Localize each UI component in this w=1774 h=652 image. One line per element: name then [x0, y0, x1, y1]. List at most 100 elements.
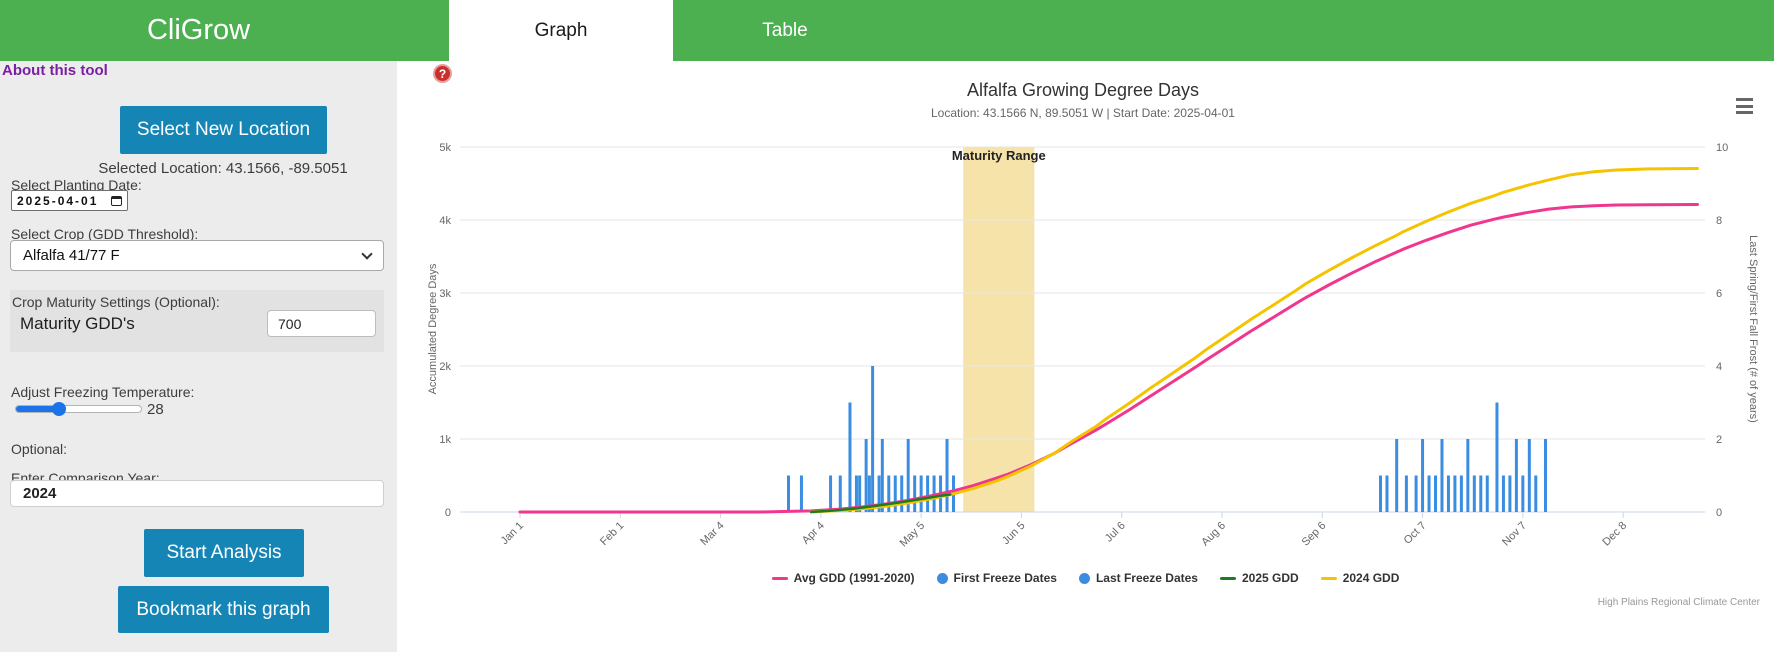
freeze-bar	[1466, 439, 1470, 512]
app-title: CliGrow	[146, 14, 251, 46]
x-axis-tick-label: Dec 8	[1600, 520, 1629, 549]
selected-location-text: Selected Location: 43.1566, -89.5051	[98, 160, 348, 177]
chart-subtitle: Location: 43.1566 N, 89.5051 W | Start D…	[931, 106, 1235, 120]
freeze-bar	[854, 475, 858, 512]
left-axis-tick-label: 4k	[439, 215, 451, 227]
freeze-bar	[1379, 475, 1383, 512]
crop-select[interactable]: Alfalfa 41/77 F	[10, 240, 384, 271]
right-axis-tick-label: 8	[1716, 215, 1722, 227]
right-axis-tick-label: 10	[1716, 142, 1728, 154]
legend-item-avg-gdd-1991-2020-[interactable]: Avg GDD (1991-2020)	[771, 571, 915, 585]
freezing-temp-label: Adjust Freezing Temperature:	[11, 384, 195, 400]
freeze-bar	[1508, 475, 1512, 512]
about-this-tool-link[interactable]: About this tool	[2, 62, 108, 79]
legend-circle-marker	[1078, 572, 1090, 584]
freeze-bar	[900, 475, 904, 512]
hamburger-bar	[1736, 104, 1753, 108]
freeze-bar	[871, 366, 875, 512]
left-axis-tick-label: 3k	[439, 288, 451, 300]
left-axis-tick-label: 5k	[439, 142, 451, 154]
freeze-bar	[858, 475, 862, 512]
freeze-bar	[919, 475, 923, 512]
right-axis-tick-label: 6	[1716, 288, 1722, 300]
chart-svg: Alfalfa Growing Degree Days Location: 43…	[427, 80, 1759, 550]
freeze-bar	[1495, 402, 1499, 512]
legend-label: 2025 GDD	[1241, 571, 1299, 585]
freeze-bar	[1543, 439, 1547, 512]
freeze-bar	[1395, 439, 1399, 512]
legend-label: First Freeze Dates	[953, 571, 1057, 585]
gdd-line	[809, 167, 1699, 514]
x-axis-tick-label: Jul 6	[1103, 520, 1128, 545]
x-axis-tick-label: Mar 4	[698, 520, 726, 548]
start-analysis-button[interactable]: Start Analysis	[144, 529, 304, 577]
freeze-bar	[838, 475, 842, 512]
freeze-bar	[1414, 475, 1418, 512]
freeze-bar	[799, 475, 803, 512]
chart-credits: High Plains Regional Climate Center	[1597, 597, 1760, 608]
x-axis-tick-label: Aug 6	[1199, 520, 1228, 549]
planting-date-input[interactable]: 2025-04-01	[11, 190, 128, 211]
freeze-bar	[906, 439, 910, 512]
calendar-icon[interactable]	[111, 195, 122, 206]
bookmark-graph-button[interactable]: Bookmark this graph	[118, 586, 329, 633]
tab-table[interactable]: Table	[673, 0, 897, 61]
select-new-location-button[interactable]: Select New Location	[120, 106, 327, 154]
left-axis-tick-label: 1k	[439, 434, 451, 446]
x-axis-tick-label: Apr 4	[800, 520, 827, 547]
chart-legend: Avg GDD (1991-2020) First Freeze Dates Las…	[397, 571, 1774, 585]
slider-thumb[interactable]	[52, 402, 66, 416]
sidebar: CliGrow About this tool Select New Locat…	[0, 0, 397, 652]
freeze-bar	[1404, 475, 1408, 512]
x-axis-tick-label: Jan 1	[499, 520, 527, 548]
freeze-bar	[1440, 439, 1444, 512]
x-axis-tick-label: May 5	[898, 520, 928, 550]
planting-date-label: Select Planting Date:	[11, 177, 142, 193]
app-header: CliGrow	[0, 0, 397, 61]
legend-item-2025-gdd[interactable]: 2025 GDD	[1219, 571, 1299, 585]
freezing-temp-slider[interactable]	[15, 402, 142, 416]
maturity-gdd-input[interactable]	[267, 310, 376, 337]
optional-label: Optional:	[11, 441, 68, 457]
right-axis-tick-label: 0	[1716, 507, 1722, 519]
freeze-bar	[1501, 475, 1505, 512]
x-axis-tick-label: Feb 1	[598, 520, 626, 548]
chart-menu-icon[interactable]	[1736, 98, 1753, 114]
freeze-bar	[1472, 475, 1476, 512]
freeze-bar	[864, 439, 868, 512]
chart-container: ? Alfalfa Growing Degree Days Location: …	[397, 61, 1774, 652]
gdd-line	[809, 493, 952, 514]
crop-select-label: Select Crop (GDD Threshold):	[11, 226, 199, 242]
right-axis-title: Last Spring/First Fall Frost (# of years…	[1747, 235, 1759, 423]
main-area: Graph Table ? Alfalfa Growing Degree Day…	[397, 0, 1774, 652]
freeze-bar	[877, 475, 881, 512]
freeze-bar	[1534, 475, 1538, 512]
maturity-gdd-label: Maturity GDD's	[20, 314, 135, 333]
legend-item-last-freeze-dates[interactable]: Last Freeze Dates	[1078, 571, 1198, 585]
freeze-bar	[787, 475, 791, 512]
freeze-bar	[1434, 475, 1438, 512]
freeze-bar	[848, 402, 852, 512]
crop-select-value: Alfalfa 41/77 F	[23, 247, 120, 264]
freeze-bar	[1427, 475, 1431, 512]
slider-fill	[16, 406, 59, 412]
chart-title: Alfalfa Growing Degree Days	[967, 80, 1199, 100]
hamburger-bar	[1736, 111, 1753, 114]
freeze-bar	[1479, 475, 1483, 512]
legend-line-marker	[1320, 576, 1337, 580]
legend-item-first-freeze-dates[interactable]: First Freeze Dates	[936, 571, 1057, 585]
maturity-band-label: Maturity Range	[952, 148, 1046, 163]
freeze-bar	[880, 439, 884, 512]
comparison-year-input[interactable]	[10, 480, 384, 507]
tab-graph[interactable]: Graph	[449, 0, 673, 61]
legend-label: Avg GDD (1991-2020)	[793, 571, 915, 585]
freeze-bar	[867, 475, 871, 512]
maturity-section-label: Crop Maturity Settings (Optional):	[12, 294, 220, 310]
freeze-bar	[887, 475, 891, 512]
legend-item-2024-gdd[interactable]: 2024 GDD	[1320, 571, 1399, 585]
chevron-down-icon	[361, 247, 373, 260]
help-icon[interactable]: ?	[433, 64, 452, 83]
freeze-bar	[1459, 475, 1463, 512]
freezing-temp-value: 28	[147, 401, 164, 418]
freeze-bar	[1527, 439, 1531, 512]
